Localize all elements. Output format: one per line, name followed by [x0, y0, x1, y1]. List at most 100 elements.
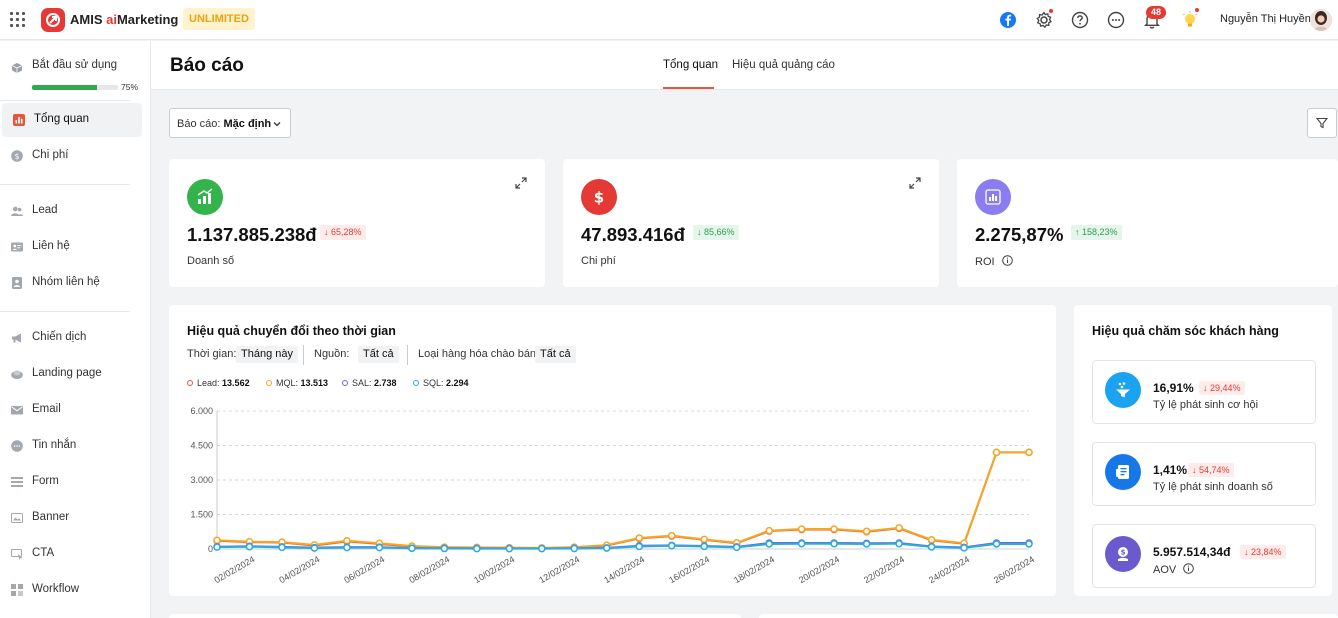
report-select[interactable]: Báo cáo: Mặc định [169, 108, 291, 138]
data-point-sql [570, 544, 579, 553]
care-item-opportunity-rate: 16,91% ↓ 29,44% Tỷ lệ phát sinh cơ hội [1092, 360, 1316, 424]
message-icon [11, 440, 23, 452]
filter-button[interactable] [1307, 108, 1337, 138]
data-point-mql [927, 536, 936, 544]
tab-ad-performance[interactable]: Hiệu quả quảng cáo [732, 59, 835, 71]
users-icon [11, 206, 23, 216]
receipt-icon [1105, 454, 1141, 490]
dollar-icon: $ [581, 179, 617, 215]
filter-time-value[interactable]: Tháng này [236, 346, 298, 363]
data-point-mql [700, 535, 708, 544]
lightbulb-icon[interactable] [1180, 7, 1200, 30]
facebook-icon[interactable] [998, 10, 1018, 30]
help-icon[interactable] [1070, 10, 1090, 30]
data-point-sql [895, 539, 903, 548]
settings-icon[interactable] [1034, 8, 1054, 30]
sidebar-item-overview[interactable]: Tổng quan [2, 103, 142, 137]
customer-care-card: Hiệu quả chăm sóc khách hàng 16,91% ↓ 29… [1074, 305, 1332, 596]
user-name[interactable]: Nguyễn Thị Huyền [1220, 13, 1311, 25]
info-icon[interactable] [1001, 255, 1013, 266]
cta-icon [11, 548, 23, 560]
legend-item-mql[interactable]: MQL: 13.513 [266, 378, 328, 388]
data-point-sql [797, 539, 806, 548]
y-tick-label: 4.500 [190, 441, 213, 451]
sidebar-item-form[interactable]: Form [0, 465, 150, 499]
plan-badge: UNLIMITED [183, 8, 255, 30]
box-icon [11, 63, 23, 73]
sidebar-item-label: Chiến dịch [32, 331, 87, 343]
top-bar: AMIS aiMarketing UNLIMITED 48 Nguyễn Thị… [0, 0, 1338, 40]
active-tab-indicator [663, 87, 714, 89]
series-line-lead [216, 451, 1029, 550]
tab-overview[interactable]: Tổng quan [663, 59, 718, 71]
data-point-mql [797, 525, 806, 533]
brand-logo[interactable] [41, 8, 65, 32]
data-point-sql [473, 544, 481, 553]
sidebar-item-banner[interactable]: Banner [0, 501, 150, 535]
kpi-card-revenue: 1.137.885.238đ ↓ 65,28% Doanh số [169, 159, 545, 287]
sidebar-item-messages[interactable]: Tin nhắn [0, 429, 150, 463]
care-value: 16,91% [1153, 381, 1194, 395]
sidebar: Bắt đầu sử dụng 75% Tổng quan $ Chi phí … [0, 41, 151, 618]
x-tick-label: 04/02/2024 [277, 554, 321, 585]
data-point-sql [440, 544, 449, 553]
x-tick-label: 24/02/2024 [927, 554, 971, 585]
care-change-badge: ↓ 23,84% [1240, 545, 1286, 559]
roi-icon [975, 179, 1011, 215]
data-point-mql [213, 536, 221, 545]
legend-item-sal[interactable]: SAL: 2.738 [342, 378, 397, 388]
sidebar-item-cost[interactable]: $ Chi phí [0, 139, 150, 173]
svg-text:$: $ [1121, 549, 1126, 557]
sidebar-item-label: Liên hệ [32, 240, 70, 252]
sidebar-item-contacts[interactable]: Liên hệ [0, 230, 150, 264]
data-point-mql [862, 527, 871, 536]
sidebar-item-landing-page[interactable]: Landing page [0, 357, 150, 391]
avatar[interactable] [1310, 9, 1332, 31]
expand-icon[interactable] [909, 177, 921, 189]
onboarding-progress-label: 75% [121, 82, 139, 92]
data-point-sql [375, 543, 384, 552]
onboarding-progress-bar [32, 85, 118, 90]
sidebar-item-lead[interactable]: Lead [0, 194, 150, 228]
x-tick-label: 06/02/2024 [342, 554, 386, 585]
x-tick-label: 22/02/2024 [862, 554, 906, 585]
sidebar-item-label: Form [32, 475, 59, 487]
filter-source-label: Nguồn: [314, 348, 350, 360]
info-icon[interactable] [1183, 563, 1195, 574]
care-value: 1,41% [1153, 463, 1188, 477]
sidebar-item-contact-groups[interactable]: Nhóm liên hệ [0, 266, 150, 300]
kpi-change-badge: ↓ 85,66% [693, 225, 739, 240]
data-point-sql [278, 543, 286, 552]
x-tick-label: 02/02/2024 [212, 554, 256, 585]
sidebar-item-onboarding[interactable]: Bắt đầu sử dụng 75% [0, 51, 150, 95]
sidebar-item-label: Tin nhắn [32, 439, 77, 451]
data-point-sql [505, 544, 514, 553]
more-icon[interactable] [1106, 10, 1126, 30]
data-point-sql [667, 542, 676, 550]
data-point-mql [830, 525, 838, 533]
data-point-sql [343, 543, 351, 552]
legend-item-sql[interactable]: SQL: 2.294 [413, 378, 469, 388]
data-point-sql [992, 540, 1001, 548]
sidebar-item-workflow[interactable]: Workflow [0, 573, 150, 607]
page-header: Báo cáo Tổng quan Hiệu quả quảng cáo [151, 41, 1338, 90]
sidebar-item-label: Landing page [32, 367, 102, 379]
x-tick-label: 08/02/2024 [407, 554, 451, 585]
x-tick-label: 10/02/2024 [472, 554, 516, 585]
kpi-value: 2.275,87% [975, 224, 1064, 245]
apps-grid-icon[interactable] [10, 12, 25, 27]
sidebar-item-label: Nhóm liên hệ [32, 276, 100, 288]
filter-product-label: Loại hàng hóa chào bán: [418, 348, 540, 360]
kpi-label: Chi phí [581, 255, 616, 267]
filter-source-value[interactable]: Tất cả [358, 346, 399, 363]
growth-chart-icon [187, 179, 223, 215]
sidebar-item-cta[interactable]: CTA [0, 537, 150, 571]
filter-product-value[interactable]: Tất cả [535, 346, 576, 363]
sidebar-item-campaigns[interactable]: Chiến dịch [0, 321, 150, 355]
expand-icon[interactable] [515, 177, 527, 189]
legend-item-lead[interactable]: Lead: 13.562 [187, 378, 250, 388]
care-value: 5.957.514,34đ [1153, 545, 1231, 559]
data-point-sql [245, 542, 254, 551]
data-point-sql [538, 544, 546, 553]
sidebar-item-email[interactable]: Email [0, 393, 150, 427]
